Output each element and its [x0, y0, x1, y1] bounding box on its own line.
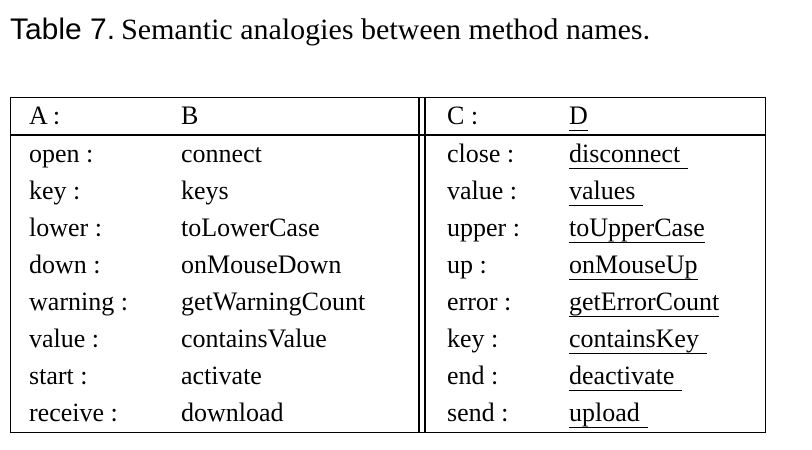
cell-d: disconnect	[569, 138, 689, 170]
cell-a: key :	[29, 176, 81, 205]
cell-d-text: getErrorCount	[569, 287, 720, 317]
cell-b: getWarningCount	[181, 287, 366, 316]
cell-a: receive :	[29, 398, 118, 427]
cell-d: deactivate	[569, 360, 683, 392]
column-divider	[424, 98, 426, 432]
header-rule	[11, 134, 765, 136]
header-a: A :	[29, 101, 61, 130]
cell-c: upper :	[447, 213, 520, 242]
cell-d-text: upload	[569, 399, 648, 428]
cell-a: down :	[29, 250, 101, 279]
cell-c: error :	[447, 287, 512, 316]
table-caption: Table 7. Semantic analogies between metho…	[10, 10, 650, 50]
header-c: C :	[447, 101, 479, 130]
cell-b: activate	[181, 361, 262, 390]
cell-c: key :	[447, 324, 499, 353]
cell-c: end :	[447, 361, 499, 390]
caption-text: Semantic analogies between method names.	[121, 13, 651, 46]
cell-d-text: values	[569, 177, 644, 206]
cell-a: start :	[29, 361, 88, 390]
analogy-table: A : B C : D open : connect close : disco…	[10, 97, 766, 433]
column-divider	[418, 98, 420, 432]
cell-d: onMouseUp	[569, 249, 698, 281]
cell-c: value :	[447, 176, 518, 205]
cell-c: up :	[447, 250, 487, 279]
cell-d: toUpperCase	[569, 212, 705, 244]
cell-c: close :	[447, 139, 515, 168]
cell-d: values	[569, 175, 644, 207]
cell-d-text: containsKey	[569, 325, 707, 354]
cell-d-text: disconnect	[569, 140, 689, 169]
cell-b: toLowerCase	[181, 213, 320, 242]
caption-label: Table 7.	[10, 13, 116, 46]
cell-d-text: deactivate	[569, 362, 683, 391]
cell-d: getErrorCount	[569, 286, 720, 318]
cell-d: upload	[569, 397, 648, 429]
cell-d: containsKey	[569, 323, 707, 355]
cell-a: warning :	[29, 287, 128, 316]
cell-c: send :	[447, 398, 509, 427]
cell-a: open :	[29, 139, 94, 168]
cell-d-text: toUpperCase	[569, 213, 705, 243]
header-d-text: D	[569, 101, 588, 131]
cell-d-text: onMouseUp	[569, 250, 698, 280]
cell-b: onMouseDown	[181, 250, 342, 279]
cell-b: connect	[181, 139, 262, 168]
cell-a: value :	[29, 324, 100, 353]
header-b: B	[181, 101, 199, 130]
header-d: D	[569, 100, 588, 132]
cell-b: keys	[181, 176, 229, 205]
cell-b: containsValue	[181, 324, 327, 353]
cell-a: lower :	[29, 213, 102, 242]
cell-b: download	[181, 398, 284, 427]
